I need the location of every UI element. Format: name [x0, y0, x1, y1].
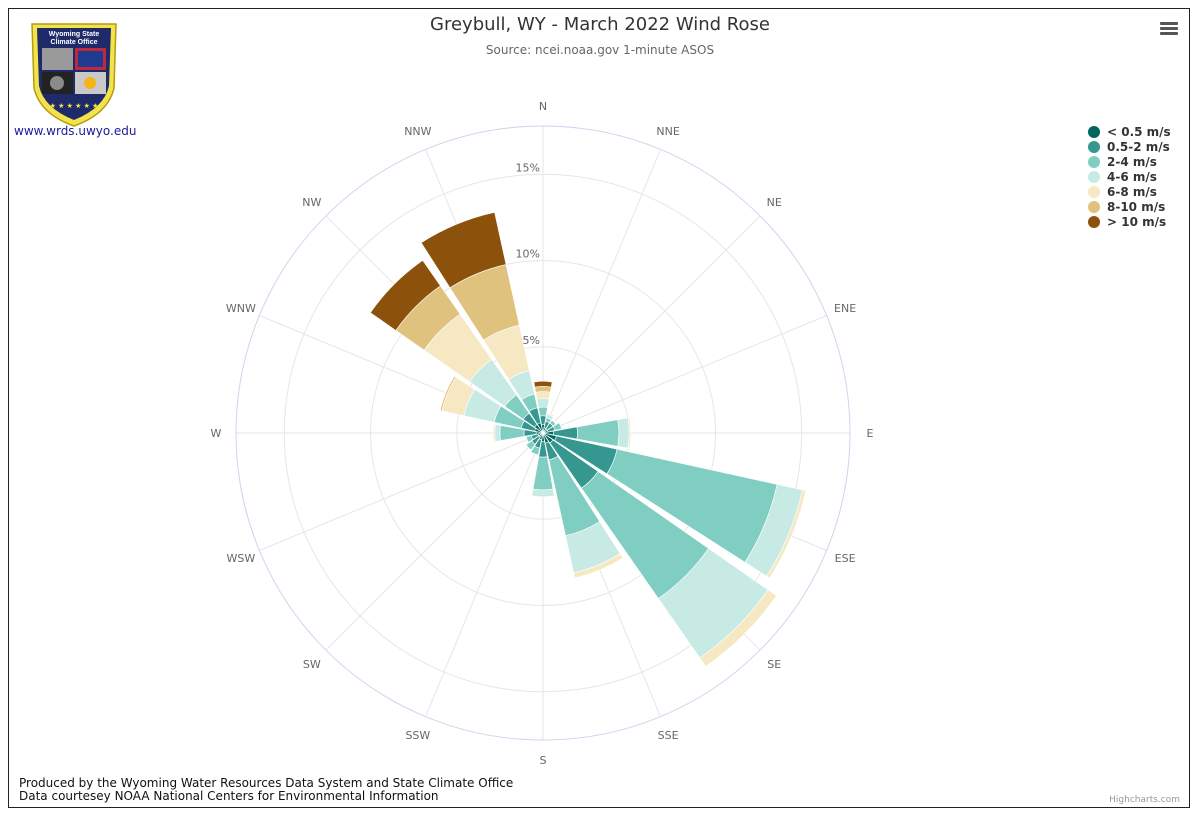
direction-label-wsw: WSW	[227, 552, 256, 565]
direction-label-nw: NW	[302, 196, 321, 209]
radial-tick-label: 5%	[523, 334, 540, 347]
legend-item[interactable]: 0.5-2 m/s	[1088, 139, 1171, 154]
legend-marker	[1088, 215, 1100, 228]
direction-label-nnw: NNW	[404, 125, 431, 138]
chart-footer: Produced by the Wyoming Water Resources …	[19, 777, 513, 803]
chart-legend: < 0.5 m/s 0.5-2 m/s 2-4 m/s 4-6 m/s 6-8 m/s 8…	[1088, 124, 1171, 229]
legend-marker	[1088, 125, 1100, 138]
wind-bar-n	[533, 380, 553, 388]
angular-gridline	[542, 215, 761, 434]
hamburger-icon-line	[1160, 32, 1178, 35]
legend-label: 8-10 m/s	[1107, 199, 1166, 214]
legend-label: 0.5-2 m/s	[1107, 139, 1170, 154]
direction-label-sse: SSE	[658, 729, 679, 742]
footer-line-1: Produced by the Wyoming Water Resources …	[19, 776, 514, 790]
direction-label-ne: NE	[767, 196, 782, 209]
logo-text-top: Wyoming State	[49, 31, 100, 38]
legend-item[interactable]: 8-10 m/s	[1088, 199, 1171, 214]
direction-label-sw: SW	[303, 658, 321, 671]
wind-bar-sse	[573, 553, 624, 579]
wind-bar-ene	[552, 422, 562, 431]
hamburger-icon-line	[1160, 27, 1178, 30]
wind-bar-ne	[549, 419, 557, 427]
legend-label: 4-6 m/s	[1107, 169, 1157, 184]
angular-gridline	[259, 432, 544, 551]
angular-gridline	[542, 149, 661, 434]
logo-text-bottom: Climate Office	[50, 39, 97, 46]
chart-menu-button[interactable]	[1158, 20, 1180, 40]
chart-subtitle: Source: ncei.noaa.gov 1-minute ASOS	[485, 43, 715, 57]
climate-office-logo: Wyoming State Climate Office ★ ★ ★ ★ ★ ★	[31, 23, 117, 127]
chart-title: Greybull, WY - March 2022 Wind Rose	[430, 14, 770, 35]
wind-bar-nne	[546, 412, 555, 418]
legend-item[interactable]: 4-6 m/s	[1088, 169, 1171, 184]
legend-marker	[1088, 155, 1100, 168]
wind-bar-wnw	[439, 375, 457, 412]
wind-bar-nnw	[420, 211, 507, 289]
direction-label-ene: ENE	[834, 302, 856, 315]
direction-label-nne: NNE	[656, 125, 679, 138]
direction-label-wnw: WNW	[226, 302, 256, 315]
wind-bar-se	[699, 589, 777, 667]
legend-label: 6-8 m/s	[1107, 184, 1157, 199]
direction-label-s: S	[540, 754, 547, 767]
direction-label-w: W	[211, 427, 222, 440]
axis-labels: N NNE NE ENE E ESE SE SSE S SSW SW WSW W WNW NW NNW 5% 10…	[211, 100, 874, 767]
wind-bar-ese	[766, 489, 807, 579]
wind-bar-s	[531, 488, 555, 498]
direction-label-e: E	[867, 427, 874, 440]
legend-marker	[1088, 140, 1100, 153]
legend-marker	[1088, 185, 1100, 198]
direction-label-ese: ESE	[835, 552, 856, 565]
legend-marker	[1088, 170, 1100, 183]
legend-item[interactable]: 6-8 m/s	[1088, 184, 1171, 199]
direction-label-n: N	[539, 100, 547, 113]
wind-rose-bars	[369, 211, 807, 667]
wrds-link[interactable]: www.wrds.uwyo.edu	[14, 124, 137, 138]
wind-bar-e	[617, 417, 630, 449]
wind-bar-nw	[369, 259, 441, 331]
wind-bar-ssw	[530, 445, 541, 456]
radial-tick-label: 15%	[516, 161, 540, 174]
legend-item[interactable]: 2-4 m/s	[1088, 154, 1171, 169]
highcharts-credits[interactable]: Highcharts.com	[1109, 795, 1180, 805]
wind-bar-n	[536, 398, 550, 408]
angular-gridline	[542, 315, 827, 434]
wind-bar-w	[494, 424, 501, 442]
legend-marker	[1088, 200, 1100, 213]
wind-bar-n	[534, 386, 552, 393]
legend-item[interactable]: > 10 m/s	[1088, 214, 1171, 229]
angular-gridline	[425, 432, 544, 717]
hamburger-icon	[1160, 22, 1178, 25]
angular-gridline	[325, 432, 544, 651]
wind-bar-sw	[525, 440, 536, 451]
legend-label: 2-4 m/s	[1107, 154, 1157, 169]
wind-bar-n	[535, 391, 551, 400]
wind-bar-n	[538, 406, 548, 417]
radial-tick-label: 10%	[516, 248, 540, 261]
wind-bar-w	[492, 423, 496, 443]
direction-label-se: SE	[767, 658, 781, 671]
direction-label-ssw: SSW	[405, 729, 430, 742]
footer-line-2: Data courtesey NOAA National Centers for…	[19, 789, 439, 803]
outer-ring	[235, 125, 851, 741]
legend-label: < 0.5 m/s	[1107, 124, 1171, 139]
legend-label: > 10 m/s	[1107, 214, 1167, 229]
wind-bar-e	[627, 417, 632, 449]
wind-bar-wsw	[525, 435, 534, 443]
svg-text:★ ★ ★ ★ ★ ★: ★ ★ ★ ★ ★ ★	[50, 102, 99, 110]
legend-item[interactable]: < 0.5 m/s	[1088, 124, 1171, 139]
chart-frame	[8, 8, 1190, 808]
